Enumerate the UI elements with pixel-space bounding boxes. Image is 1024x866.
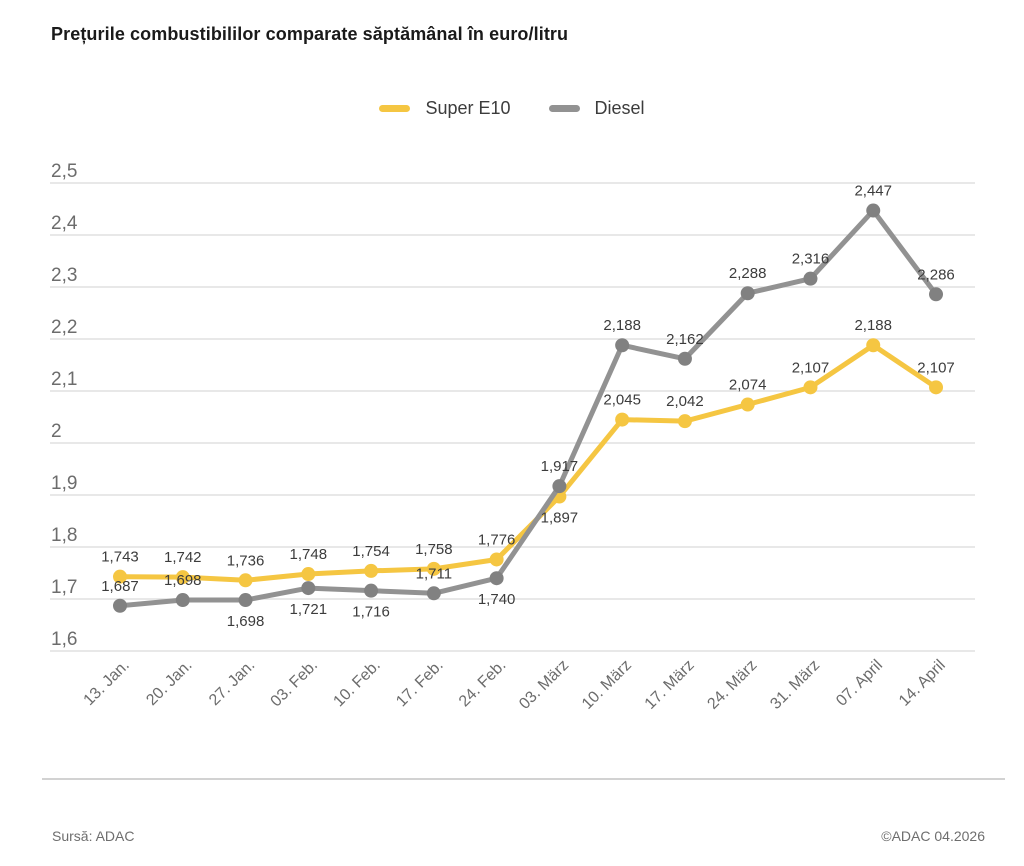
data-point-label-super-e10: 1,742 bbox=[164, 549, 202, 566]
data-point-label-super-e10: 2,074 bbox=[729, 377, 767, 394]
data-point-marker-super-e10 bbox=[677, 414, 692, 429]
data-point-label-diesel: 2,316 bbox=[792, 251, 830, 268]
data-point-label-diesel: 1,716 bbox=[352, 604, 390, 621]
chart-legend: Super E10 Diesel bbox=[0, 98, 1024, 119]
data-point-label-super-e10: 2,107 bbox=[792, 359, 830, 376]
y-axis-tick-label: 2,4 bbox=[51, 213, 78, 234]
data-point-label-diesel: 2,188 bbox=[603, 317, 641, 334]
data-point-label-diesel: 2,447 bbox=[854, 183, 892, 200]
y-axis-tick-label: 1,6 bbox=[51, 629, 77, 650]
data-point-label-diesel: 1,687 bbox=[101, 578, 139, 595]
data-point-label-super-e10: 2,188 bbox=[854, 317, 892, 334]
data-point-marker-super-e10 bbox=[364, 563, 379, 578]
data-point-label-super-e10: 2,042 bbox=[666, 393, 704, 410]
series-line-super-e10 bbox=[117, 342, 939, 583]
data-point-marker-super-e10 bbox=[113, 569, 127, 584]
data-point-marker-super-e10 bbox=[301, 567, 316, 582]
data-point-label-diesel: 1,740 bbox=[478, 591, 516, 608]
y-axis-tick-label: 2,3 bbox=[51, 265, 77, 286]
y-axis-tick-label: 1,7 bbox=[51, 577, 77, 598]
data-point-label-diesel: 1,711 bbox=[416, 565, 452, 582]
data-point-label-super-e10: 1,776 bbox=[478, 531, 516, 548]
data-point-label-diesel: 1,917 bbox=[541, 458, 579, 475]
series-line-diesel bbox=[117, 208, 939, 609]
data-point-marker-diesel bbox=[740, 286, 755, 301]
data-point-marker-diesel bbox=[364, 583, 379, 598]
data-point-marker-diesel bbox=[175, 593, 190, 608]
data-point-marker-super-e10 bbox=[803, 380, 818, 395]
data-point-label-diesel: 2,162 bbox=[666, 331, 704, 348]
footer-divider bbox=[42, 778, 1005, 780]
x-axis-tick-label: 27. Jan. bbox=[206, 657, 258, 709]
data-point-marker-diesel bbox=[615, 338, 630, 353]
x-axis-tick-label: 03. März bbox=[516, 657, 572, 713]
data-point-label-super-e10: 1,897 bbox=[541, 510, 579, 527]
x-axis-tick-label: 24. Feb. bbox=[456, 657, 510, 711]
super-e10-swatch-icon bbox=[379, 105, 411, 112]
data-point-label-diesel: 1,698 bbox=[164, 572, 202, 589]
y-axis-tick-label: 1,8 bbox=[51, 525, 77, 546]
data-point-marker-super-e10 bbox=[866, 338, 881, 353]
chart-title: Prețurile combustibililor comparate săpt… bbox=[51, 24, 569, 44]
data-point-label-super-e10: 2,107 bbox=[917, 359, 955, 376]
data-point-label-super-e10: 1,743 bbox=[101, 549, 139, 566]
source-text: Sursă: ADAC bbox=[52, 828, 135, 844]
x-axis-tick-label: 13. Jan. bbox=[81, 657, 133, 709]
data-point-marker-super-e10 bbox=[615, 412, 630, 427]
x-axis-tick-label: 07. April bbox=[833, 657, 886, 710]
data-point-label-diesel: 2,288 bbox=[729, 265, 767, 282]
data-point-marker-super-e10 bbox=[238, 573, 253, 588]
x-axis-tick-label: 17. März bbox=[642, 657, 698, 713]
data-point-marker-super-e10 bbox=[929, 380, 944, 395]
data-point-marker-diesel bbox=[929, 287, 944, 302]
data-point-marker-diesel bbox=[301, 581, 316, 596]
data-point-label-diesel: 2,286 bbox=[917, 266, 955, 283]
x-axis-tick-label: 17. Feb. bbox=[393, 657, 447, 711]
data-point-marker-diesel bbox=[426, 586, 441, 601]
y-axis-tick-label: 2,1 bbox=[51, 369, 77, 390]
legend-label-diesel: Diesel bbox=[594, 98, 645, 118]
data-point-label-super-e10: 2,045 bbox=[603, 392, 641, 409]
data-point-marker-super-e10 bbox=[426, 561, 441, 576]
data-point-label-super-e10: 1,748 bbox=[290, 546, 328, 563]
data-point-marker-super-e10 bbox=[175, 570, 190, 585]
data-point-marker-diesel bbox=[238, 593, 253, 608]
diesel-swatch-icon bbox=[548, 105, 580, 112]
data-point-marker-diesel bbox=[113, 598, 127, 613]
legend-label-super-e10: Super E10 bbox=[425, 98, 511, 118]
x-axis-tick-label: 31. März bbox=[767, 657, 823, 713]
data-point-label-diesel: 1,698 bbox=[227, 613, 265, 630]
x-axis-tick-label: 14. April bbox=[896, 657, 949, 710]
x-axis-tick-label: 20. Jan. bbox=[143, 657, 195, 709]
data-point-marker-super-e10 bbox=[489, 552, 504, 567]
data-point-marker-diesel bbox=[677, 351, 692, 366]
legend-item-super-e10: Super E10 bbox=[379, 98, 511, 119]
data-point-label-super-e10: 1,736 bbox=[227, 552, 265, 569]
data-point-label-diesel: 1,721 bbox=[290, 601, 328, 618]
y-axis-tick-label: 2,5 bbox=[51, 161, 77, 182]
legend-item-diesel: Diesel bbox=[548, 98, 645, 119]
data-point-marker-diesel bbox=[803, 271, 818, 286]
data-point-label-super-e10: 1,754 bbox=[352, 543, 390, 560]
data-point-marker-diesel bbox=[866, 203, 881, 218]
y-axis-tick-label: 2,2 bbox=[51, 317, 77, 338]
y-axis-tick-label: 1,9 bbox=[51, 473, 77, 494]
x-axis-tick-label: 10. März bbox=[579, 657, 635, 713]
data-point-marker-diesel bbox=[552, 479, 567, 494]
copyright-text: ©ADAC 04.2026 bbox=[881, 828, 985, 844]
x-axis-tick-label: 10. Feb. bbox=[330, 657, 384, 711]
fuel-price-line-chart: 2,5 2,4 2,3 2,2 2,1 2 1,9 1,8 1,7 1,613. Jan. 20. … bbox=[50, 161, 975, 713]
data-point-marker-diesel bbox=[489, 571, 504, 586]
x-axis-tick-label: 03. Feb. bbox=[268, 657, 322, 711]
data-point-marker-super-e10 bbox=[740, 397, 755, 412]
data-point-label-super-e10: 1,758 bbox=[415, 541, 453, 558]
x-axis-tick-label: 24. März bbox=[704, 657, 760, 713]
y-axis-tick-label: 2 bbox=[51, 421, 62, 442]
